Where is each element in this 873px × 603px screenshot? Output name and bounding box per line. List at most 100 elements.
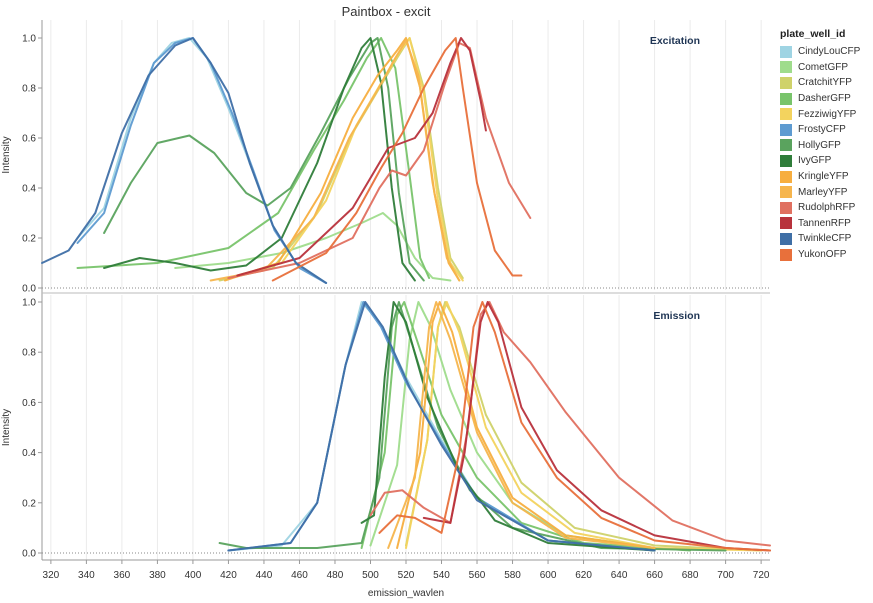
legend-label: TannenRFP (798, 217, 851, 229)
x-tick-label: 660 (646, 570, 663, 581)
y-tick-label: 0.4 (22, 448, 36, 459)
legend-swatch (780, 217, 792, 230)
legend-item[interactable]: IvyGFP (780, 153, 872, 169)
legend-swatch (780, 248, 792, 261)
x-tick-label: 700 (717, 570, 734, 581)
series-line (360, 301, 656, 552)
x-tick-label: 460 (291, 570, 308, 581)
legend-item[interactable]: DasherGFP (780, 91, 872, 107)
x-tick-label: 320 (43, 570, 60, 581)
legend: plate_well_id CindyLouCFP CometGFP Cratchi… (780, 28, 872, 262)
legend-swatch (780, 123, 792, 136)
grid (42, 20, 770, 560)
legend-item[interactable]: CometGFP (780, 60, 872, 76)
series-line (209, 39, 461, 282)
y-tick-label: 0.2 (22, 234, 36, 245)
legend-swatch (780, 186, 792, 199)
legend-label: YukonOFP (798, 249, 847, 261)
x-tick-label: 420 (220, 570, 237, 581)
x-tick-label: 540 (433, 570, 450, 581)
series-line (360, 301, 692, 552)
series-line (41, 37, 328, 284)
x-tick-label: 580 (504, 570, 521, 581)
legend-swatch (780, 232, 792, 245)
legend-title: plate_well_id (780, 28, 846, 40)
legend-item[interactable]: CindyLouCFP (780, 44, 872, 60)
legend-label: IvyGFP (798, 155, 832, 167)
legend-label: KringleYFP (798, 171, 849, 183)
legend-swatch (780, 45, 792, 58)
legend-label: HollyGFP (798, 139, 841, 151)
legend-swatch (780, 76, 792, 89)
legend-label: FezziwigYFP (798, 108, 857, 120)
y-tick-label: 0.0 (22, 284, 36, 295)
legend-label: CindyLouCFP (798, 46, 861, 58)
x-tick-label: 500 (362, 570, 379, 581)
panel-title: Excitation (650, 35, 700, 47)
legend-label: CratchitYFP (798, 77, 852, 89)
x-tick-label: 560 (469, 570, 486, 581)
legend-item[interactable]: YukonOFP (780, 247, 872, 263)
series-lines (41, 37, 771, 552)
series-line (271, 37, 523, 282)
series-line (369, 301, 656, 549)
panel-title: Emission (653, 310, 700, 322)
series-line (387, 301, 656, 549)
legend-swatch (780, 61, 792, 74)
y-tick-label: 0.4 (22, 184, 36, 195)
legend-item[interactable]: CratchitYFP (780, 75, 872, 91)
legend-swatch (780, 139, 792, 152)
series-line (378, 301, 771, 552)
legend-item[interactable]: HollyGFP (780, 138, 872, 154)
x-tick-label: 380 (149, 570, 166, 581)
y-axis-label: Intensity (1, 136, 12, 173)
series-line (422, 301, 771, 552)
legend-item[interactable]: RudolphRFP (780, 200, 872, 216)
legend-item[interactable]: KringleYFP (780, 169, 872, 185)
x-tick-label: 620 (575, 570, 592, 581)
legend-label: FrostyCFP (798, 124, 846, 136)
x-tick-label: 340 (78, 570, 95, 581)
chart-canvas: 0.0 0.2 0.4 0.6 0.8 1.0 Intensity Excitation 0.0… (1, 20, 771, 599)
legend-swatch (780, 108, 792, 121)
legend-item[interactable]: FrostyCFP (780, 122, 872, 138)
legend-item[interactable]: FezziwigYFP (780, 106, 872, 122)
legend-label: CometGFP (798, 61, 849, 73)
x-tick-label: 480 (327, 570, 344, 581)
legend-item[interactable]: MarleyYFP (780, 184, 872, 200)
series-line (76, 37, 431, 279)
series-line (227, 42, 532, 279)
x-tick-label: 680 (682, 570, 699, 581)
series-line (396, 301, 656, 549)
series-line (369, 301, 771, 547)
x-tick-label: 400 (185, 570, 202, 581)
legend-item[interactable]: TannenRFP (780, 216, 872, 232)
legend-label: MarleyYFP (798, 186, 848, 198)
y-tick-label: 0.8 (22, 348, 36, 359)
x-tick-label: 720 (753, 570, 770, 581)
x-tick-label: 600 (540, 570, 557, 581)
x-tick-label: 360 (114, 570, 131, 581)
legend-item[interactable]: TwinkleCFP (780, 231, 872, 247)
x-axis-label: emission_wavlen (368, 588, 444, 599)
x-tick-label: 440 (256, 570, 273, 581)
legend-swatch (780, 201, 792, 214)
legend-swatch (780, 170, 792, 183)
legend-label: TwinkleCFP (798, 233, 852, 245)
series-line (227, 301, 656, 552)
y-tick-label: 0.6 (22, 134, 36, 145)
chart-title: Paintbox - excit (341, 4, 431, 19)
legend-label: DasherGFP (798, 93, 851, 105)
legend-swatch (780, 154, 792, 167)
y-tick-label: 0.0 (22, 549, 36, 560)
series-line (236, 37, 487, 277)
axes: 0.0 0.2 0.4 0.6 0.8 1.0 Intensity Excitation 0.0… (1, 20, 770, 581)
x-tick-label: 640 (611, 570, 628, 581)
y-tick-label: 1.0 (22, 298, 36, 309)
series-line (103, 37, 425, 282)
y-tick-label: 0.2 (22, 498, 36, 509)
y-tick-label: 0.8 (22, 84, 36, 95)
y-axis-label: Intensity (1, 409, 12, 446)
x-tick-label: 520 (398, 570, 415, 581)
series-line (103, 37, 416, 282)
